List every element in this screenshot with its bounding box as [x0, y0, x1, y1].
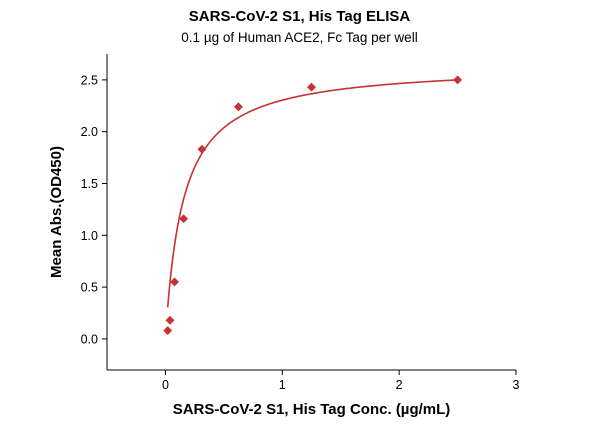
data-point: [165, 315, 175, 325]
chart-title: SARS-CoV-2 S1, His Tag ELISA: [188, 8, 411, 25]
axes: 0 1 2 3 0.0 0.5 1.0 1.5 2.0 2.5: [81, 54, 520, 392]
x-tick-label: 1: [279, 378, 286, 392]
y-tick-label: 1.0: [81, 229, 98, 243]
data-point: [179, 214, 189, 224]
x-tick-label: 3: [513, 378, 520, 392]
data-point: [197, 144, 207, 154]
data-point: [306, 82, 317, 92]
data-point: [169, 277, 180, 287]
chart-subtitle: 0.1 µg of Human ACE2, Fc Tag per well: [181, 30, 418, 45]
y-tick-label: 0.5: [81, 281, 98, 295]
y-tick-label: 0.0: [81, 332, 98, 346]
y-axis-label: Mean Abs.(OD450): [48, 146, 65, 278]
fit-curve: [166, 79, 458, 308]
data-point: [233, 102, 244, 112]
x-axis-label: SARS-CoV-2 S1, His Tag Conc. (µg/mL): [173, 401, 451, 418]
y-tick-label: 2.5: [81, 73, 98, 87]
data-points-layer: [163, 75, 463, 336]
data-point: [453, 75, 463, 85]
x-tick-label: 0: [162, 378, 169, 392]
y-tick-label: 2.0: [81, 125, 98, 139]
fit-curve-layer: [166, 79, 458, 308]
y-tick-label: 1.5: [81, 177, 98, 191]
data-point: [163, 326, 173, 336]
x-tick-label: 2: [396, 378, 403, 392]
